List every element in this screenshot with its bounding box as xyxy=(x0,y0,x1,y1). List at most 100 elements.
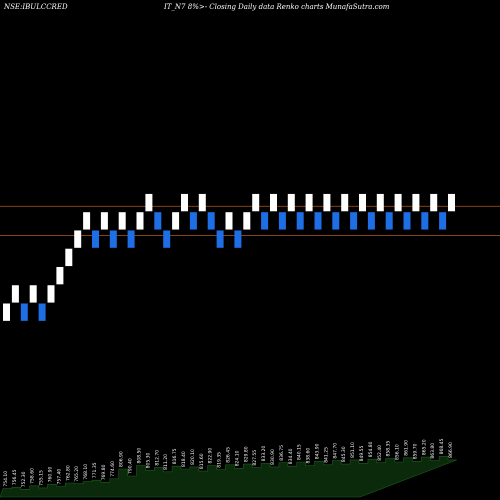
volume-label: 859.70 xyxy=(412,443,418,459)
renko-brick-up xyxy=(11,285,19,303)
renko-brick-up xyxy=(74,230,82,248)
renko-brick-up xyxy=(287,193,295,212)
renko-brick-up xyxy=(243,212,251,230)
volume-label: 762.80 xyxy=(65,465,71,481)
renko-brick-down xyxy=(278,212,286,230)
volume-label: 866.90 xyxy=(448,442,454,458)
volume-label: 819.35 xyxy=(217,452,223,468)
renko-brick-up xyxy=(305,193,313,212)
renko-brick-down xyxy=(216,230,224,248)
renko-brick-up xyxy=(252,193,260,212)
renko-brick-up xyxy=(3,303,10,321)
volume-label: 822.90 xyxy=(208,448,214,464)
renko-brick-down xyxy=(421,212,429,230)
volume-label: 826.45 xyxy=(226,447,232,463)
chart-description: IT_N7 8%>- Closing Daily data Renko char… xyxy=(163,3,390,11)
volume-label: 769.80 xyxy=(101,464,107,480)
volume-label: 845.30 xyxy=(341,446,347,462)
volume-label: 868.45 xyxy=(439,439,445,455)
renko-brick-down xyxy=(127,230,135,248)
volume-label: 830.90 xyxy=(270,449,276,465)
renko-brick-up xyxy=(198,193,206,212)
volume-label: 811.20 xyxy=(163,454,169,470)
renko-brick-up xyxy=(323,193,331,212)
renko-brick-down xyxy=(332,212,340,230)
renko-brick-up xyxy=(181,193,188,212)
renko-brick-down xyxy=(296,212,304,230)
renko-brick-up xyxy=(136,212,144,230)
volume-label: 829.80 xyxy=(243,446,249,462)
renko-brick-down xyxy=(92,230,99,248)
volume-label: 865.20 xyxy=(421,439,427,455)
volume-label: 854.80 xyxy=(368,441,374,457)
renko-brick-down xyxy=(385,212,393,230)
renko-brick-up xyxy=(172,212,180,230)
volume-label: 816.75 xyxy=(172,448,178,464)
volume-label: 827.55 xyxy=(252,450,258,466)
volume-label: 861.90 xyxy=(404,440,410,456)
volume-label: 755.15 xyxy=(39,470,45,486)
renko-brick-up xyxy=(145,193,153,212)
renko-brick-up xyxy=(65,248,73,267)
renko-brick-up xyxy=(270,193,277,212)
volume-label: 824.10 xyxy=(234,450,240,466)
volume-label: 847.70 xyxy=(332,443,338,459)
renko-brick-up xyxy=(359,193,366,212)
volume-label: 812.70 xyxy=(154,450,160,466)
renko-brick-down xyxy=(207,212,215,230)
renko-brick-down xyxy=(234,230,242,248)
volume-labels: 754.10 756.45 752.30 758.60 755.15 760.90 757.… xyxy=(3,439,454,488)
volume-label: 758.60 xyxy=(30,468,36,484)
volume-label: 858.35 xyxy=(386,441,392,457)
volume-label: 849.55 xyxy=(359,446,365,462)
volume-label: 806.90 xyxy=(119,451,125,467)
volume-series xyxy=(0,456,458,498)
renko-brick-up xyxy=(376,193,384,212)
renko-brick-down xyxy=(163,230,171,248)
renko-brick-up xyxy=(118,212,126,230)
volume-label: 752.30 xyxy=(21,471,27,487)
volume-label: 838.60 xyxy=(306,448,312,464)
volume-label: 805.30 xyxy=(145,453,151,469)
volume-label: 863.80 xyxy=(430,443,436,459)
renko-brick-down xyxy=(403,212,411,230)
volume-label: 852.40 xyxy=(377,445,383,461)
volume-label: 843.90 xyxy=(315,443,321,459)
renko-brick-down xyxy=(261,212,269,230)
renko-brick-up xyxy=(412,193,420,212)
renko-brick-down xyxy=(439,212,447,230)
volume-label: 790.40 xyxy=(128,458,134,474)
volume-label: 808.50 xyxy=(137,448,143,464)
volume-label: 756.45 xyxy=(12,469,18,485)
renko-brick-up xyxy=(56,266,64,285)
volume-label: 841.25 xyxy=(323,447,329,463)
renko-brick-up xyxy=(29,285,37,303)
renko-brick-up xyxy=(341,193,349,212)
volume-label: 833.20 xyxy=(261,446,267,462)
volume-label: 774.60 xyxy=(110,461,116,477)
renko-brick-down xyxy=(314,212,322,230)
renko-brick-up xyxy=(430,193,438,212)
renko-brick-up xyxy=(47,285,55,303)
renko-brick-up xyxy=(448,193,455,212)
volume-label: 760.90 xyxy=(48,467,54,483)
volume-label: 856.10 xyxy=(395,444,401,460)
volume-area xyxy=(0,456,458,498)
volume-label: 768.10 xyxy=(83,464,89,480)
volume-label: 771.35 xyxy=(92,462,98,478)
volume-label: 815.60 xyxy=(199,453,205,469)
renko-brick-up xyxy=(83,212,91,230)
renko-brick-down xyxy=(367,212,375,230)
volume-label: 765.20 xyxy=(74,466,80,482)
volume-label: 820.10 xyxy=(190,449,196,465)
renko-brick-down xyxy=(109,230,117,248)
renko-brick-up xyxy=(225,212,233,230)
volume-label: 836.75 xyxy=(279,445,285,461)
renko-brick-down xyxy=(20,303,28,321)
volume-label: 757.40 xyxy=(56,469,62,485)
symbol-label: NSE:IBULCCRED xyxy=(3,3,68,11)
renko-brick-up xyxy=(100,212,108,230)
volume-label: 754.10 xyxy=(3,471,9,487)
